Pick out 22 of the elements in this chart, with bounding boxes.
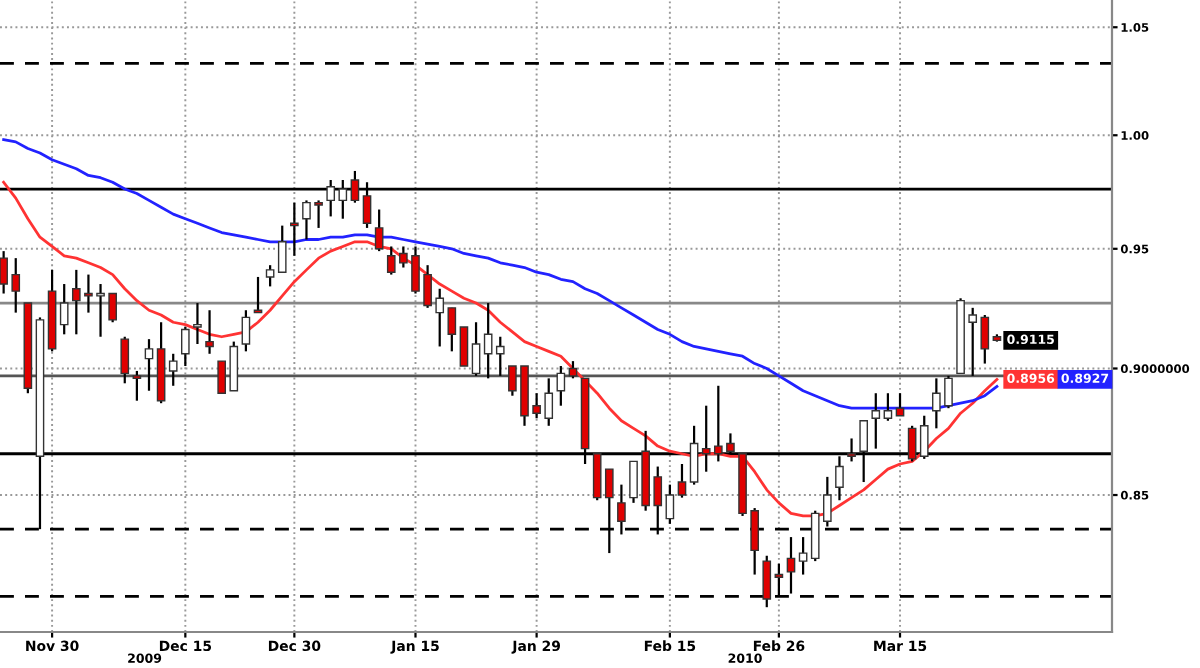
candlestick (290, 201, 299, 257)
candlestick (495, 335, 505, 377)
candlestick (59, 282, 69, 336)
candlestick (459, 326, 469, 367)
candlestick (144, 338, 154, 392)
candlestick (181, 325, 190, 368)
candlestick (883, 392, 893, 422)
candlestick (168, 352, 178, 387)
candlestick (786, 535, 796, 595)
candlestick (265, 264, 275, 288)
candlestick (374, 208, 384, 253)
candlestick (241, 309, 251, 353)
candlestick (471, 321, 481, 377)
candlestick (120, 335, 130, 385)
candlestick (665, 483, 675, 525)
candlestick (556, 364, 566, 407)
candlestick (205, 309, 214, 355)
candlestick (193, 301, 202, 346)
candlestick (277, 224, 287, 274)
candlestick (132, 369, 142, 402)
candlestick (677, 462, 687, 499)
candlestick (798, 535, 808, 576)
